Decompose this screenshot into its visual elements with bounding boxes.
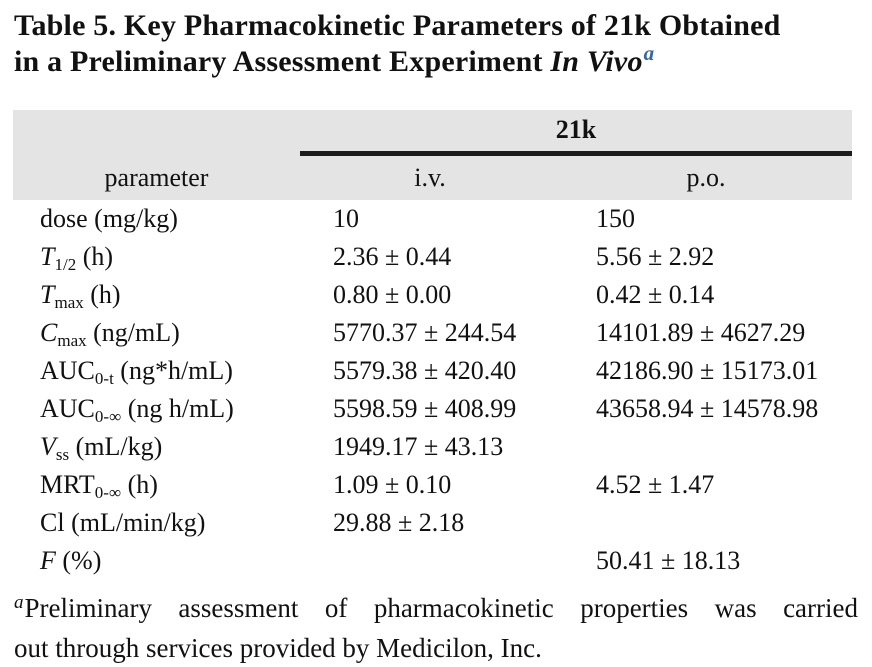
table-title-line2: in a Preliminary Assessment Experiment I…: [14, 41, 862, 82]
po-value: 4.52 ± 1.47: [596, 470, 715, 499]
table-row-cl: Cl (mL/min/kg) 29.88 ± 2.18: [13, 504, 852, 542]
title-in-vivo: In Vivo: [550, 45, 643, 78]
iv-value: 5579.38 ± 420.40: [333, 356, 517, 385]
param-label: MRT0-∞ (h): [40, 470, 158, 502]
footnote-line1: aPreliminary assessment of pharmacokinet…: [14, 590, 858, 630]
table-row-v-ss: Vss (mL/kg) 1949.17 ± 43.13: [13, 428, 852, 466]
po-value: 42186.90 ± 15173.01: [596, 356, 819, 385]
param-label: T1/2 (h): [40, 242, 114, 274]
table-row-mrt: MRT0-∞ (h) 1.09 ± 0.10 4.52 ± 1.47: [13, 466, 852, 504]
table-row-f: F (%) 50.41 ± 18.13: [13, 542, 852, 580]
column-header-po: p.o.: [686, 163, 726, 192]
column-header-row: parameter i.v. p.o.: [13, 156, 852, 200]
iv-value: 5770.37 ± 244.54: [333, 318, 517, 347]
table-row-t-max: Tmax (h) 0.80 ± 0.00 0.42 ± 0.14: [13, 276, 852, 314]
po-value: 0.42 ± 0.14: [596, 280, 715, 309]
po-value: 14101.89 ± 4627.29: [596, 318, 806, 347]
table-row-dose: dose (mg/kg) 10 150: [13, 200, 852, 238]
iv-value: 2.36 ± 0.44: [333, 242, 452, 271]
table-row-auc-0-t: AUC0-t (ng*h/mL) 5579.38 ± 420.40 42186.…: [13, 352, 852, 390]
iv-value: 1949.17 ± 43.13: [333, 432, 504, 461]
compound-group-header: 21k: [300, 110, 852, 156]
po-value: 50.41 ± 18.13: [596, 546, 741, 575]
table-title: Table 5. Key Pharmacokinetic Parameters …: [14, 8, 862, 82]
footnote-marker: a: [14, 592, 24, 613]
table-row-c-max: Cmax (ng/mL) 5770.37 ± 244.54 14101.89 ±…: [13, 314, 852, 352]
footnote-line2: out through services provided by Medicil…: [14, 633, 542, 663]
po-value: 5.56 ± 2.92: [596, 242, 715, 271]
param-label: Cmax (ng/mL): [40, 318, 180, 350]
pharmacokinetics-table: 21k parameter i.v. p.o. dose (mg/kg) 10 …: [13, 110, 852, 580]
group-header-row: 21k: [13, 110, 852, 156]
iv-value: 1.09 ± 0.10: [333, 470, 452, 499]
table-row-auc-0-inf: AUC0-∞ (ng h/mL) 5598.59 ± 408.99 43658.…: [13, 390, 852, 428]
param-label: AUC0-t (ng*h/mL): [40, 356, 233, 388]
iv-value: 10: [333, 204, 359, 233]
title-footnote-marker: a: [643, 41, 655, 65]
table-footnote: aPreliminary assessment of pharmacokinet…: [14, 590, 858, 666]
column-header-parameter: parameter: [104, 163, 209, 192]
iv-value: 29.88 ± 2.18: [333, 508, 465, 537]
column-header-iv: i.v.: [414, 163, 446, 192]
table-body: dose (mg/kg) 10 150 T1/2 (h) 2.36 ± 0.44…: [13, 200, 852, 580]
param-label: dose (mg/kg): [40, 204, 178, 233]
param-label: Tmax (h): [40, 280, 121, 312]
po-value: 43658.94 ± 14578.98: [596, 394, 819, 423]
iv-value: 0.80 ± 0.00: [333, 280, 452, 309]
footnote-line1-text: Preliminary assessment of pharmacokineti…: [24, 593, 859, 623]
param-label: AUC0-∞ (ng h/mL): [40, 394, 234, 426]
po-value: 150: [596, 204, 635, 233]
table-header: 21k parameter i.v. p.o.: [13, 110, 852, 200]
table-title-line1: Table 5. Key Pharmacokinetic Parameters …: [14, 9, 781, 42]
iv-value: 5598.59 ± 408.99: [333, 394, 517, 423]
param-label: F (%): [40, 546, 102, 575]
param-label: Vss (mL/kg): [40, 432, 163, 464]
table-row-t-half: T1/2 (h) 2.36 ± 0.44 5.56 ± 2.92: [13, 238, 852, 276]
param-label: Cl (mL/min/kg): [40, 508, 206, 537]
title-line2-text: in a Preliminary Assessment Experiment: [14, 45, 551, 78]
